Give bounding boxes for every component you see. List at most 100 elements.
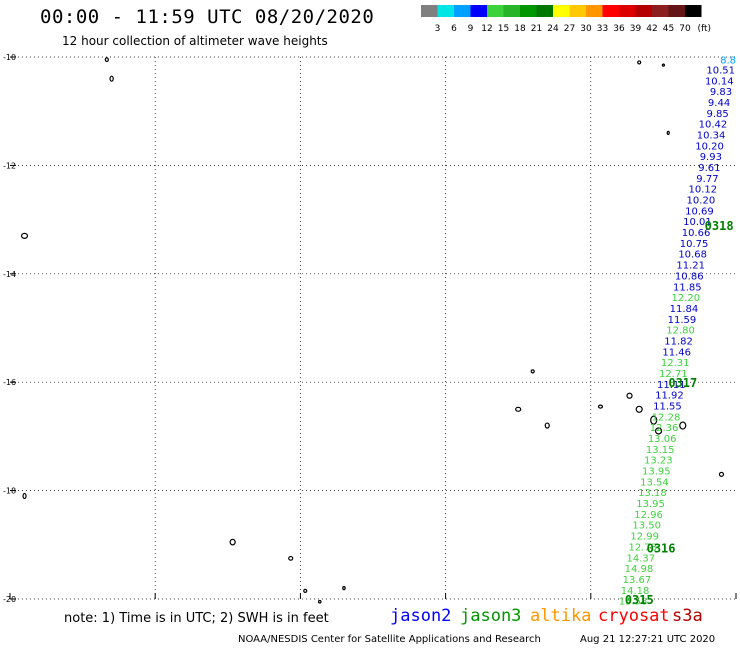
wave-height-label: 11.92 [655,391,684,402]
pass-time-label: 0318 [705,219,734,233]
wave-height-label: 9.61 [698,163,720,174]
wave-height-label: 9.93 [700,152,722,163]
legend-swatch [569,5,586,17]
island-outline [104,57,109,63]
lat-tick-label: -16 [3,378,16,387]
wave-height-label: 10.20 [687,196,716,207]
legend-swatch [454,5,471,17]
legend-swatch [652,5,669,17]
wave-height-label: 10.68 [678,250,707,261]
wave-height-label: 12.36 [650,423,679,434]
wave-height-label: 14.98 [625,564,654,575]
wave-height-label: 11.55 [653,402,682,413]
wave-height-label: 13.54 [640,477,669,488]
island-outline [661,63,666,67]
island-outline [626,392,633,399]
legend-tick-label: 30 [580,24,592,34]
legend-tick-label: 39 [630,24,642,34]
wave-height-label: 9.85 [706,109,728,120]
island-outline [718,471,725,477]
color-legend: 3 6 9 12 15 18 21 24 27 30 33 36 39 42 45 70 (ft) [421,5,712,34]
legend-swatch [470,5,487,17]
legend-swatch [520,5,537,17]
legend-tick-label: 21 [531,24,542,34]
legend-swatch [668,5,685,17]
wave-height-label: 13.95 [642,467,671,478]
wave-height-label: 12.73 [628,542,657,553]
wave-height-label: 12.99 [630,532,659,543]
legend-tick-label: 36 [613,24,625,34]
wave-height-label: 12.80 [666,326,695,337]
legend-swatch [487,5,504,17]
wave-height-label: 10.86 [675,271,704,282]
legend-tick-label: 27 [564,24,575,34]
note-text: note: 1) Time is in UTC; 2) SWH is in fe… [64,611,329,626]
pass-time-label: 0316 [647,542,676,556]
legend-tick-label: 3 [435,24,441,34]
island-outline [515,406,522,412]
lat-tick-label: -18 [3,487,16,496]
satellite-jason2: jason2 [390,606,452,626]
legend-swatch [536,5,553,17]
wave-height-label: 13.58 [619,597,648,605]
legend-swatch [586,5,603,17]
lat-tick-label: -12 [3,161,16,170]
wave-height-label: 10.34 [697,131,726,142]
legend-unit: (ft) [698,24,712,34]
wave-height-label: 9.83 [710,87,732,98]
legend-swatch [553,5,570,17]
map-canvas: -165-162-159-156-153-150-10-12-14-16-18-… [3,53,737,605]
wave-height-label: 11.11 [657,380,686,391]
island-outline [342,586,346,591]
island-outline [654,427,663,435]
island-outline [22,492,27,500]
wave-height-label: 10.01 [683,217,712,228]
wave-height-label: 12.28 [652,412,681,423]
wave-height-label: 10.51 [706,65,735,76]
wave-height-label: 11.82 [664,336,693,347]
wave-height-label: 9.77 [696,174,718,185]
island-outline [637,60,642,65]
map-subtitle: 12 hour collection of altimeter wave hei… [62,34,328,48]
wave-height-label: 12.31 [661,358,690,369]
wave-height-label: 11.46 [662,347,691,358]
legend-swatch [635,5,652,17]
legend-swatch [503,5,520,17]
satellite-cryosat: cryosat [598,606,670,626]
wave-height-label: 10.14 [705,76,734,87]
satellite-s3a: s3a [672,606,703,626]
island-outline [20,232,29,239]
legend-swatch [421,5,438,17]
wave-height-label: 14.37 [627,553,656,564]
legend-tick-label: 70 [679,24,691,34]
satellite-altika: altika [530,606,592,626]
legend-swatch [437,5,454,17]
island-outline [303,588,308,593]
wave-height-label: 13.18 [638,488,667,499]
wave-height-label: 12.71 [659,369,688,380]
wave-height-label: 11.21 [676,261,705,272]
legend-swatch [602,5,619,17]
wave-height-label: 12.20 [672,293,701,304]
wave-height-label: 10.42 [699,120,728,131]
lat-tick-label: -10 [3,53,16,62]
wave-height-label: 11.84 [670,304,699,315]
island-outline [650,415,658,425]
island-outline [679,421,687,430]
legend-tick-label: 6 [451,24,457,34]
island-outline [288,555,294,561]
legend-tick-label: 42 [646,24,657,34]
wave-height-label: 10.12 [688,185,717,196]
wave-height-label: 11.59 [668,315,697,326]
wave-height-label: 13.23 [644,456,673,467]
pass-time-label: 0317 [668,376,697,390]
island-outline [317,599,322,604]
wave-height-label: 13.50 [632,521,661,532]
lat-tick-label: -20 [3,595,16,604]
island-outline [597,404,604,409]
island-outline [544,422,550,429]
wave-height-label: 13.67 [623,575,652,586]
lat-tick-label: -14 [3,270,16,279]
wave-height-label: 9.44 [708,98,730,109]
footer-timestamp: Aug 21 12:27:21 UTC 2020 [580,634,716,645]
